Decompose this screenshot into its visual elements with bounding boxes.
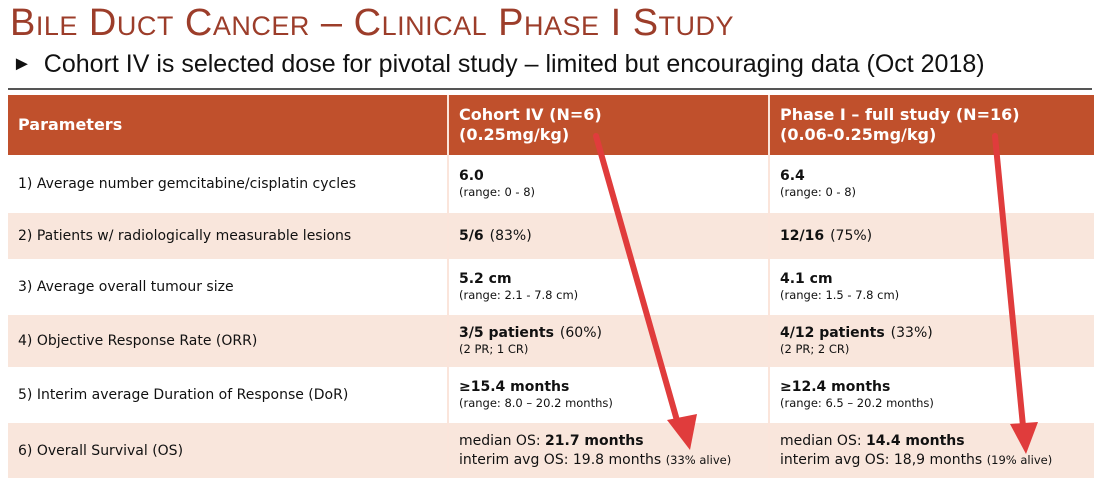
header-phase-title: Phase I – full study (N=16) xyxy=(780,105,1020,124)
phase-median-value: 14.4 months xyxy=(866,432,965,449)
cohort-cell: 5/6 (83%) xyxy=(447,212,769,260)
cohort-cell: 6.0 (range: 0 - 8) xyxy=(447,156,769,212)
param-label: 1) Average number gemcitabine/cisplatin … xyxy=(8,156,448,212)
header-cohort-iv: Cohort IV (N=6) (0.25mg/kg) xyxy=(447,95,769,156)
cohort-value: 6.0 xyxy=(459,168,484,184)
subtitle: ► Cohort IV is selected dose for pivotal … xyxy=(12,50,985,79)
phase-breakdown: (2 PR; 2 CR) xyxy=(780,342,850,356)
bullet-triangle-icon: ► xyxy=(12,53,32,75)
phase-value: 12/16 xyxy=(780,227,825,244)
phase-cell: ≥12.4 months (range: 6.5 – 20.2 months) xyxy=(768,368,1094,422)
cohort-alive: (33% alive) xyxy=(665,452,732,467)
phase-value: ≥12.4 months xyxy=(780,379,891,395)
phase-range: (range: 0 - 8) xyxy=(780,185,857,199)
phase-value: 4/12 patients xyxy=(780,325,885,341)
cohort-breakdown: (2 PR; 1 CR) xyxy=(459,342,529,356)
cohort-cell: 3/5 patients (60%) (2 PR; 1 CR) xyxy=(447,314,769,368)
cohort-value: 3/5 patients xyxy=(459,325,554,341)
table-row: 5) Interim average Duration of Response … xyxy=(8,368,1094,422)
phase-value: 6.4 xyxy=(780,168,805,184)
param-label: 2) Patients w/ radiologically measurable… xyxy=(8,212,448,260)
header-phase-dose: (0.06-0.25mg/kg) xyxy=(780,125,937,144)
cohort-range: (range: 2.1 - 7.8 cm) xyxy=(459,288,579,302)
cohort-median-value: 21.7 months xyxy=(545,432,644,449)
phase-cell: 4/12 patients (33%) (2 PR; 2 CR) xyxy=(768,314,1094,368)
phase-percent: (33%) xyxy=(890,325,933,341)
cohort-value: 5/6 xyxy=(459,227,484,244)
cohort-median-label: median OS: xyxy=(459,432,546,449)
table-row: 2) Patients w/ radiologically measurable… xyxy=(8,212,1094,260)
subtitle-text: Cohort IV is selected dose for pivotal s… xyxy=(43,50,985,78)
header-phase-i: Phase I – full study (N=16) (0.06-0.25mg… xyxy=(768,95,1094,156)
param-label: 6) Overall Survival (OS) xyxy=(8,422,448,478)
header-cohort-title: Cohort IV (N=6) xyxy=(459,105,602,124)
phase-interim-label: interim avg OS: 18,9 months xyxy=(780,451,987,468)
cohort-value: ≥15.4 months xyxy=(459,379,570,395)
cohort-range: (range: 0 - 8) xyxy=(459,185,536,199)
phase-range: (range: 1.5 - 7.8 cm) xyxy=(780,288,900,302)
header-parameters: Parameters xyxy=(8,95,448,156)
param-label: 5) Interim average Duration of Response … xyxy=(8,368,448,422)
phase-cell: 4.1 cm (range: 1.5 - 7.8 cm) xyxy=(768,260,1094,314)
cohort-cell: 5.2 cm (range: 2.1 - 7.8 cm) xyxy=(447,260,769,314)
phase-cell: 12/16 (75%) xyxy=(768,212,1094,260)
cohort-percent: (83%) xyxy=(489,227,532,244)
phase-cell: median OS: 14.4 months interim avg OS: 1… xyxy=(768,422,1094,478)
table-row: 1) Average number gemcitabine/cisplatin … xyxy=(8,156,1094,212)
cohort-cell: ≥15.4 months (range: 8.0 – 20.2 months) xyxy=(447,368,769,422)
title-divider xyxy=(8,88,1092,90)
cohort-cell: median OS: 21.7 months interim avg OS: 1… xyxy=(447,422,769,478)
table-row: 3) Average overall tumour size 5.2 cm (r… xyxy=(8,260,1094,314)
phase-value: 4.1 cm xyxy=(780,271,833,287)
phase-range: (range: 6.5 – 20.2 months) xyxy=(780,396,934,410)
header-cohort-dose: (0.25mg/kg) xyxy=(459,125,570,144)
page-title: Bile Duct Cancer – Clinical Phase I Stud… xyxy=(10,2,735,44)
cohort-percent: (60%) xyxy=(559,325,602,341)
table-row: 4) Objective Response Rate (ORR) 3/5 pat… xyxy=(8,314,1094,368)
phase-alive: (19% alive) xyxy=(986,452,1053,467)
results-table: Parameters Cohort IV (N=6) (0.25mg/kg) P… xyxy=(8,95,1094,478)
cohort-interim-label: interim avg OS: 19.8 months xyxy=(459,451,666,468)
cohort-range: (range: 8.0 – 20.2 months) xyxy=(459,396,613,410)
phase-percent: (75%) xyxy=(830,227,873,244)
table-header-row: Parameters Cohort IV (N=6) (0.25mg/kg) P… xyxy=(8,95,1094,156)
phase-median-label: median OS: xyxy=(780,432,867,449)
param-label: 4) Objective Response Rate (ORR) xyxy=(8,314,448,368)
table-row-os: 6) Overall Survival (OS) median OS: 21.7… xyxy=(8,422,1094,478)
param-label: 3) Average overall tumour size xyxy=(8,260,448,314)
cohort-value: 5.2 cm xyxy=(459,271,512,287)
phase-cell: 6.4 (range: 0 - 8) xyxy=(768,156,1094,212)
